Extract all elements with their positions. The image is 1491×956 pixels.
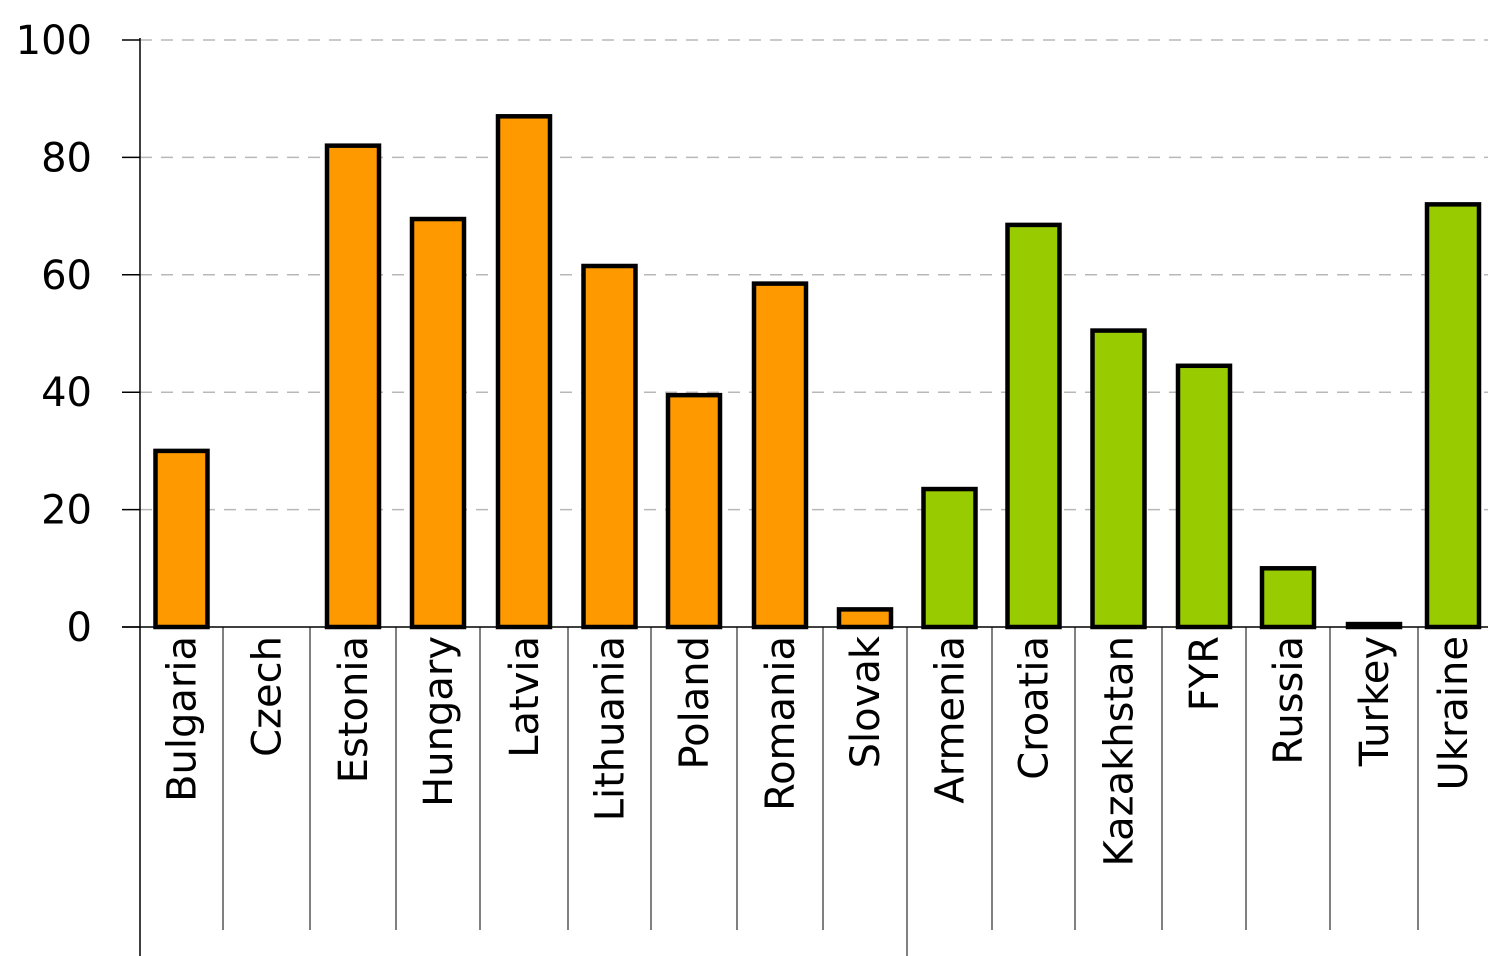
y-tick-label-40: 40 xyxy=(41,370,92,416)
x-label-hungary: Hungary xyxy=(416,636,462,807)
bar-fyr xyxy=(1175,363,1233,630)
x-label-turkey: Turkey xyxy=(1352,636,1398,767)
bar-poland xyxy=(665,392,723,630)
gridlines xyxy=(140,39,1488,511)
x-label-poland: Poland xyxy=(672,636,718,770)
y-tick-label-0: 0 xyxy=(67,605,92,651)
axes xyxy=(122,38,1488,956)
y-tick-label-20: 20 xyxy=(41,488,92,534)
bar-bulgaria xyxy=(153,448,210,630)
labels: 0 20 40 60 80 100 Bulgaria Czech Estonia Hungary L… xyxy=(16,18,1477,866)
bars xyxy=(153,114,1482,630)
y-tick-label-60: 60 xyxy=(41,253,92,299)
bar-romania xyxy=(751,281,809,630)
y-tick-label-100: 100 xyxy=(16,18,92,64)
x-label-ukraine: Ukraine xyxy=(1431,636,1477,790)
bar-croatia xyxy=(1005,222,1062,630)
bar-ukraine xyxy=(1424,202,1482,630)
bar-lithuania xyxy=(581,263,638,630)
x-label-russia: Russia xyxy=(1266,636,1312,765)
x-label-lithuania: Lithuania xyxy=(588,636,634,821)
bar-latvia xyxy=(495,114,553,630)
bar-estonia xyxy=(324,143,382,630)
x-label-slovak: Slovak xyxy=(843,635,889,768)
y-tick-label-80: 80 xyxy=(41,135,92,181)
bar-slovak xyxy=(836,607,894,630)
bar-armenia xyxy=(921,486,978,630)
bar-kazakhstan xyxy=(1090,328,1147,630)
x-label-croatia: Croatia xyxy=(1012,636,1058,780)
x-label-armenia: Armenia xyxy=(928,636,974,804)
x-label-czech: Czech xyxy=(245,636,291,757)
bar-hungary xyxy=(409,216,467,630)
x-label-romania: Romania xyxy=(758,636,804,811)
x-label-latvia: Latvia xyxy=(502,636,548,758)
bar-russia xyxy=(1259,566,1317,630)
x-label-fyr: FYR xyxy=(1182,636,1228,711)
x-label-kazakhstan: Kazakhstan xyxy=(1097,636,1143,866)
x-label-bulgaria: Bulgaria xyxy=(160,636,206,802)
x-label-estonia: Estonia xyxy=(331,636,377,783)
